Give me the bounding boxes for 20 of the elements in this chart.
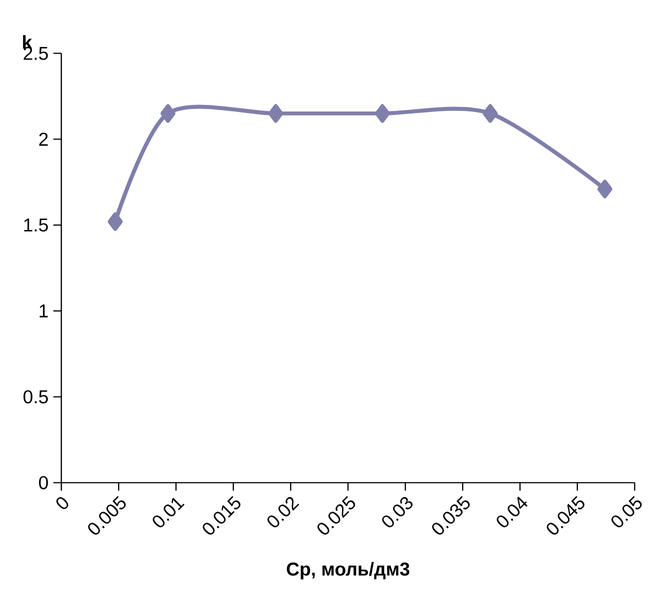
point xyxy=(374,104,390,123)
point xyxy=(160,104,176,123)
x-tick-label: 0 xyxy=(56,497,68,510)
x-tick-label: 0.03 xyxy=(382,497,413,528)
y-axis-title: k xyxy=(23,35,32,49)
point xyxy=(268,104,284,123)
x-axis-title: Ср, моль/дм3 xyxy=(286,562,410,580)
x-tick-label: 0.02 xyxy=(267,496,300,528)
point xyxy=(108,212,123,231)
y-tick-label: 1.5 xyxy=(24,218,48,232)
y-tick-label: 2 xyxy=(39,132,48,146)
x-tick-label: 0.01 xyxy=(152,498,185,528)
y-tick-label: 0 xyxy=(39,476,48,490)
y-tick-label: 0.5 xyxy=(24,390,48,404)
point xyxy=(597,180,612,198)
y-tick-label: 1 xyxy=(40,304,48,318)
x-tick-label: 0.04 xyxy=(496,496,528,528)
x-tick-label: 0.05 xyxy=(611,496,642,528)
point xyxy=(482,104,498,123)
y-tick-label: 2.5 xyxy=(24,46,48,60)
